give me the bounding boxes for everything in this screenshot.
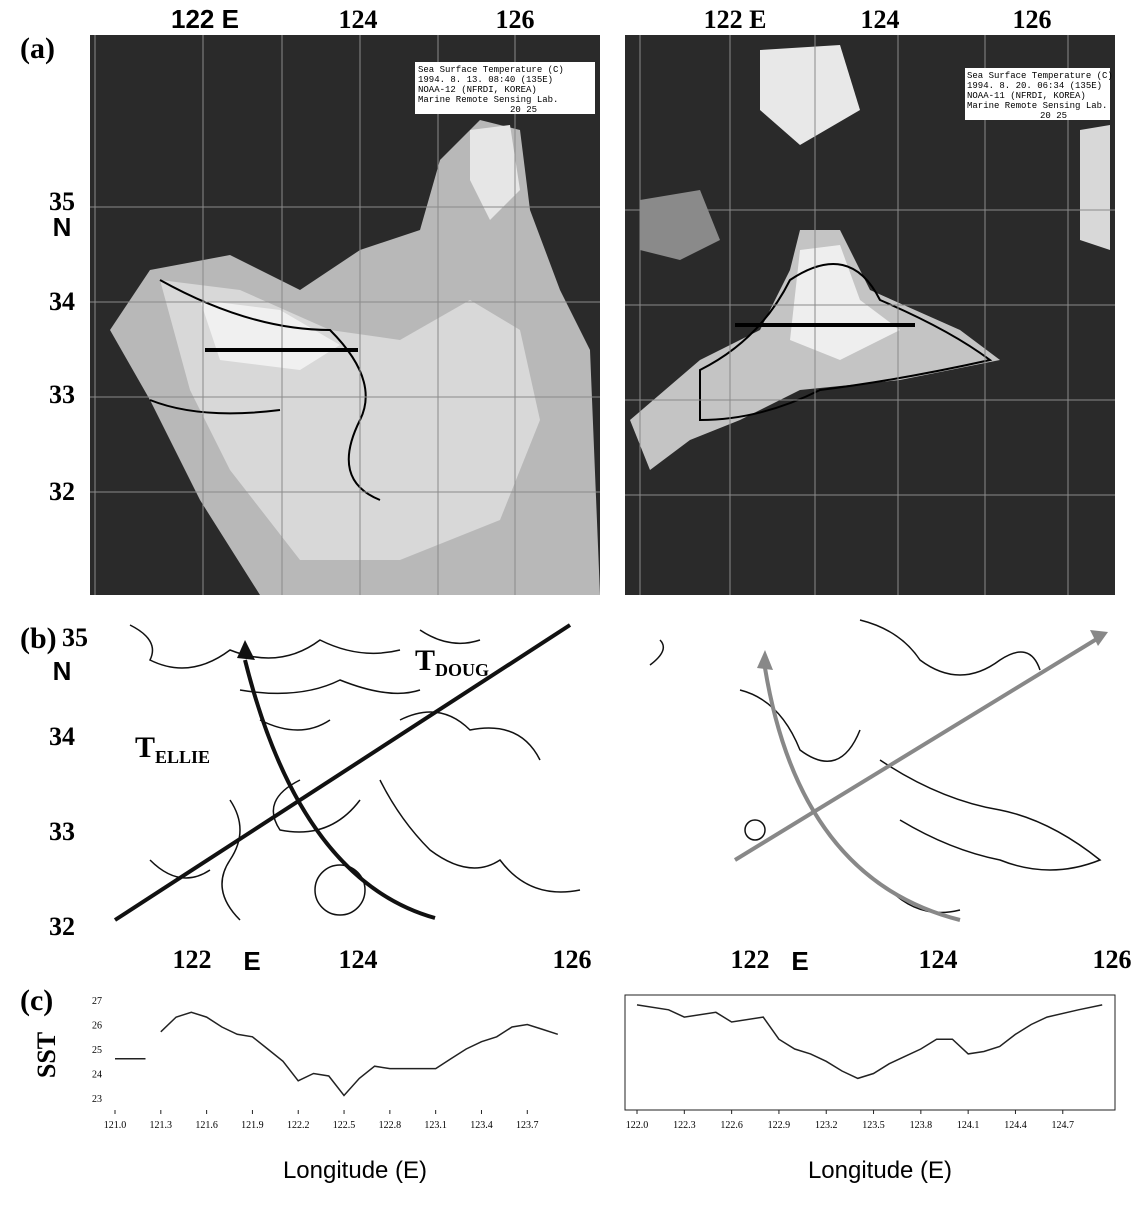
track-label-sub: DOUG <box>435 660 489 680</box>
image-legend: Marine Remote Sensing Lab. <box>418 95 558 105</box>
lat-label: 34 <box>49 722 75 751</box>
lon-label: 126 <box>1093 945 1132 974</box>
x-tick-label: 121.0 <box>104 1120 127 1131</box>
image-legend: Sea Surface Temperature (C) <box>418 65 564 75</box>
track-label-main: T <box>135 731 155 764</box>
image-legend: NOAA-12 (NFRDI, KOREA) <box>418 85 537 95</box>
y-tick-label: 26 <box>92 1021 102 1032</box>
x-tick-label: 121.9 <box>241 1120 264 1131</box>
x-tick-label: 123.4 <box>470 1120 493 1131</box>
track-label-sub: ELLIE <box>155 747 210 767</box>
x-tick-label: 124.1 <box>957 1120 980 1131</box>
sst-line <box>637 1005 1102 1079</box>
image-legend: Sea Surface Temperature (C) <box>967 71 1113 81</box>
x-tick-label: 122.6 <box>720 1120 743 1131</box>
figure: (a) (b) (c) 122 E 124 126 122 E 124 126 … <box>0 0 1146 1205</box>
x-tick-label: 122.5 <box>333 1120 356 1131</box>
panel-label: (b) <box>20 622 57 655</box>
lon-label: 122 <box>173 945 212 974</box>
lat-label: N <box>53 212 72 242</box>
y-tick-label: 24 <box>92 1070 102 1081</box>
track-label-main: T <box>415 644 435 677</box>
x-tick-label: 123.1 <box>424 1120 447 1131</box>
lat-label: 33 <box>49 817 75 846</box>
x-tick-label: 122.9 <box>768 1120 791 1131</box>
lat-label: 35 <box>62 623 88 652</box>
image-scale: 20 25 <box>1040 111 1067 121</box>
lon-label: E <box>791 946 808 976</box>
lat-label: 32 <box>49 477 75 506</box>
image-legend: Marine Remote Sensing Lab. <box>967 101 1107 111</box>
image-legend: NOAA-11 (NFRDI, KOREA) <box>967 91 1086 101</box>
track-lines <box>115 625 1108 920</box>
sst-image <box>90 35 600 595</box>
x-tick-label: 124.7 <box>1052 1120 1075 1131</box>
lat-label: 32 <box>49 912 75 941</box>
contour-map <box>130 620 1100 920</box>
y-tick-label: 27 <box>92 996 102 1007</box>
image-legend: 1994. 8. 13. 08:40 (135E) <box>418 75 553 85</box>
x-tick-label: 121.6 <box>195 1120 218 1131</box>
lon-label: 124 <box>339 945 378 974</box>
lon-label: 124 <box>861 5 900 34</box>
panel-label: (c) <box>20 984 53 1017</box>
x-tick-label: 123.7 <box>516 1120 539 1131</box>
lon-label: 126 <box>553 945 592 974</box>
lon-label: 126 <box>1013 5 1052 34</box>
image-scale: 20 25 <box>510 105 537 115</box>
lat-label: 34 <box>49 287 75 316</box>
sst-line <box>115 1012 558 1095</box>
x-tick-label: 122.3 <box>673 1120 696 1131</box>
track-label: TELLIE <box>135 731 210 767</box>
plot-frame <box>625 995 1115 1110</box>
x-tick-label: 122.8 <box>379 1120 402 1131</box>
y-axis-label: SST <box>32 1032 61 1078</box>
x-tick-label: 123.8 <box>910 1120 933 1131</box>
x-axis-label: Longitude (E) <box>808 1157 952 1184</box>
track-label: TDOUG <box>415 644 489 680</box>
lon-label: 124 <box>339 5 378 34</box>
lon-label: 122 E <box>704 5 767 34</box>
y-tick-label: 25 <box>92 1045 102 1056</box>
x-tick-label: 121.3 <box>150 1120 173 1131</box>
x-tick-label: 122.2 <box>287 1120 310 1131</box>
lon-label: 124 <box>919 945 958 974</box>
x-tick-label: 122.0 <box>626 1120 649 1131</box>
x-tick-label: 123.2 <box>815 1120 838 1131</box>
x-tick-label: 123.5 <box>862 1120 885 1131</box>
lon-label: E <box>243 946 260 976</box>
x-axis-label: Longitude (E) <box>283 1157 427 1184</box>
lon-label: 122 <box>731 945 770 974</box>
image-legend: 1994. 8. 20. 06:34 (135E) <box>967 81 1102 91</box>
panel-label: (a) <box>20 32 55 65</box>
lon-label: 122 E <box>171 4 239 34</box>
y-tick-label: 23 <box>92 1094 102 1105</box>
lon-label: 126 <box>496 5 535 34</box>
lat-label: 33 <box>49 380 75 409</box>
lat-label: N <box>53 656 72 686</box>
x-tick-label: 124.4 <box>1004 1120 1027 1131</box>
